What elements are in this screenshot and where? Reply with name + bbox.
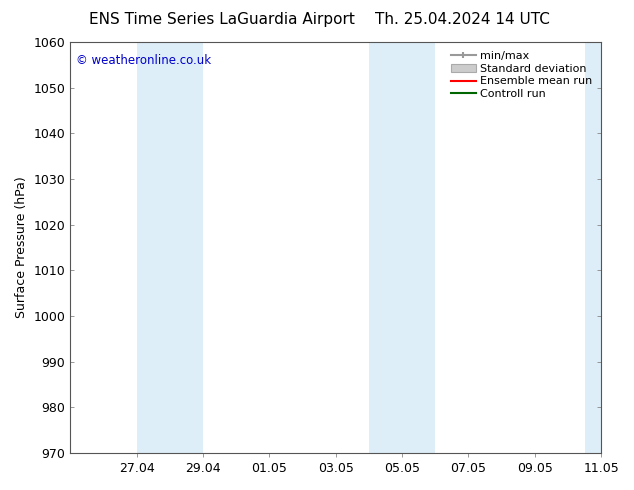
Text: Th. 25.04.2024 14 UTC: Th. 25.04.2024 14 UTC (375, 12, 550, 27)
Text: © weatheronline.co.uk: © weatheronline.co.uk (75, 54, 210, 68)
Bar (369, 42, 435, 453)
Bar (137, 42, 203, 453)
Y-axis label: Surface Pressure (hPa): Surface Pressure (hPa) (15, 176, 28, 318)
Text: ENS Time Series LaGuardia Airport: ENS Time Series LaGuardia Airport (89, 12, 355, 27)
Bar (585, 42, 601, 453)
Legend: min/max, Standard deviation, Ensemble mean run, Controll run: min/max, Standard deviation, Ensemble me… (448, 48, 595, 102)
